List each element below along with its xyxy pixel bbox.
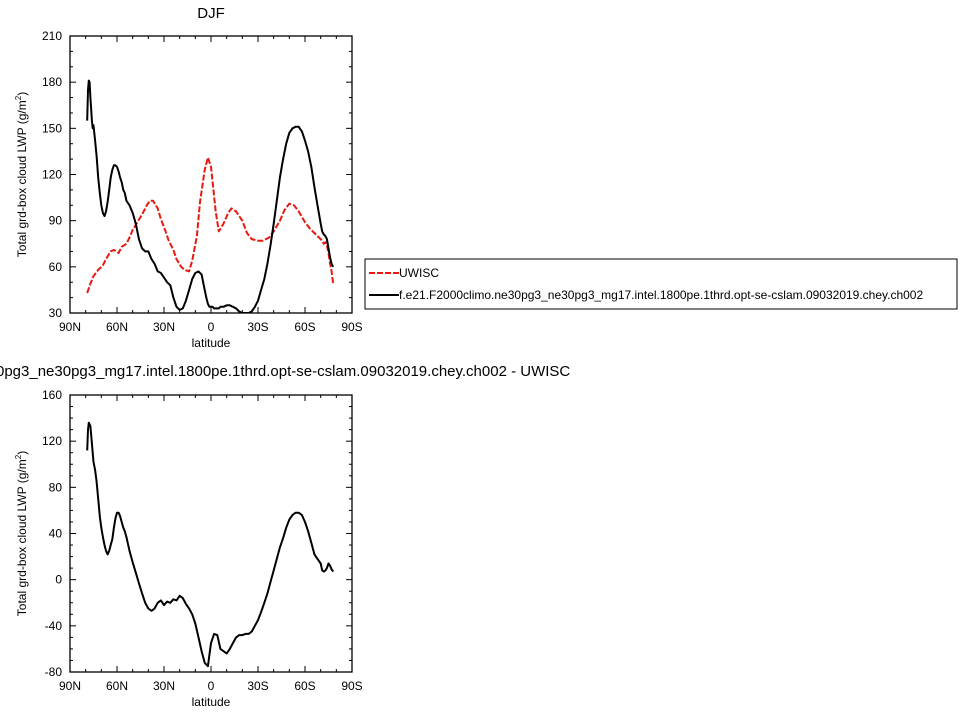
y-tick-label: 210 [42,29,62,43]
x-tick-label: 90N [59,679,81,693]
x-tick-label: 30S [247,320,268,334]
y-tick-label: 120 [42,168,62,182]
y-tick-label: 120 [42,434,62,448]
x-tick-label: 90S [341,320,362,334]
chart-title: f.e21.F2000climo.ne30pg3_ne30pg3_mg17.in… [0,363,570,380]
legend-label: UWISC [399,266,439,280]
y-tick-label: 40 [49,527,63,541]
x-tick-label: 90S [341,679,362,693]
y-tick-label: 180 [42,75,62,89]
chart-title: DJF [197,5,225,22]
y-tick-label: -40 [45,619,63,633]
x-tick-label: 60S [294,320,315,334]
legend-label: f.e21.F2000climo.ne30pg3_ne30pg3_mg17.in… [399,288,923,302]
y-axis-label: Total grd-box cloud LWP (g/m2) [14,451,29,616]
x-axis-label: latitude [192,695,231,709]
series-line-uwisc [86,156,335,294]
x-tick-label: 60N [106,320,128,334]
y-tick-label: 30 [49,306,63,320]
x-tick-label: 60N [106,679,128,693]
y-tick-label: 90 [49,214,63,228]
bottom-panel: f.e21.F2000climo.ne30pg3_ne30pg3_mg17.in… [0,363,570,709]
legend-box [364,258,958,310]
y-tick-label: 60 [49,260,63,274]
x-tick-label: 0 [208,679,215,693]
y-tick-label: -80 [45,665,63,679]
y-tick-label: 0 [55,573,62,587]
series-line-model [86,79,335,313]
series-line-model [86,421,335,668]
x-axis-label: latitude [192,336,231,350]
y-tick-label: 160 [42,388,62,402]
x-tick-label: 90N [59,320,81,334]
y-tick-label: 150 [42,121,62,135]
x-tick-label: 30N [153,679,175,693]
x-tick-label: 60S [294,679,315,693]
top-panel: DJF 90N 60N 30N 0 30S 60S 90S 30 60 90 120 150 180 210… [14,5,958,350]
y-tick-label: 80 [49,480,63,494]
x-tick-label: 0 [208,320,215,334]
x-tick-label: 30N [153,320,175,334]
x-tick-label: 30S [247,679,268,693]
y-axis-label: Total grd-box cloud LWP (g/m2) [14,92,29,257]
